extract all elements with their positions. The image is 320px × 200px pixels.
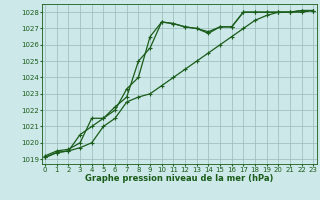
X-axis label: Graphe pression niveau de la mer (hPa): Graphe pression niveau de la mer (hPa) (85, 174, 273, 183)
